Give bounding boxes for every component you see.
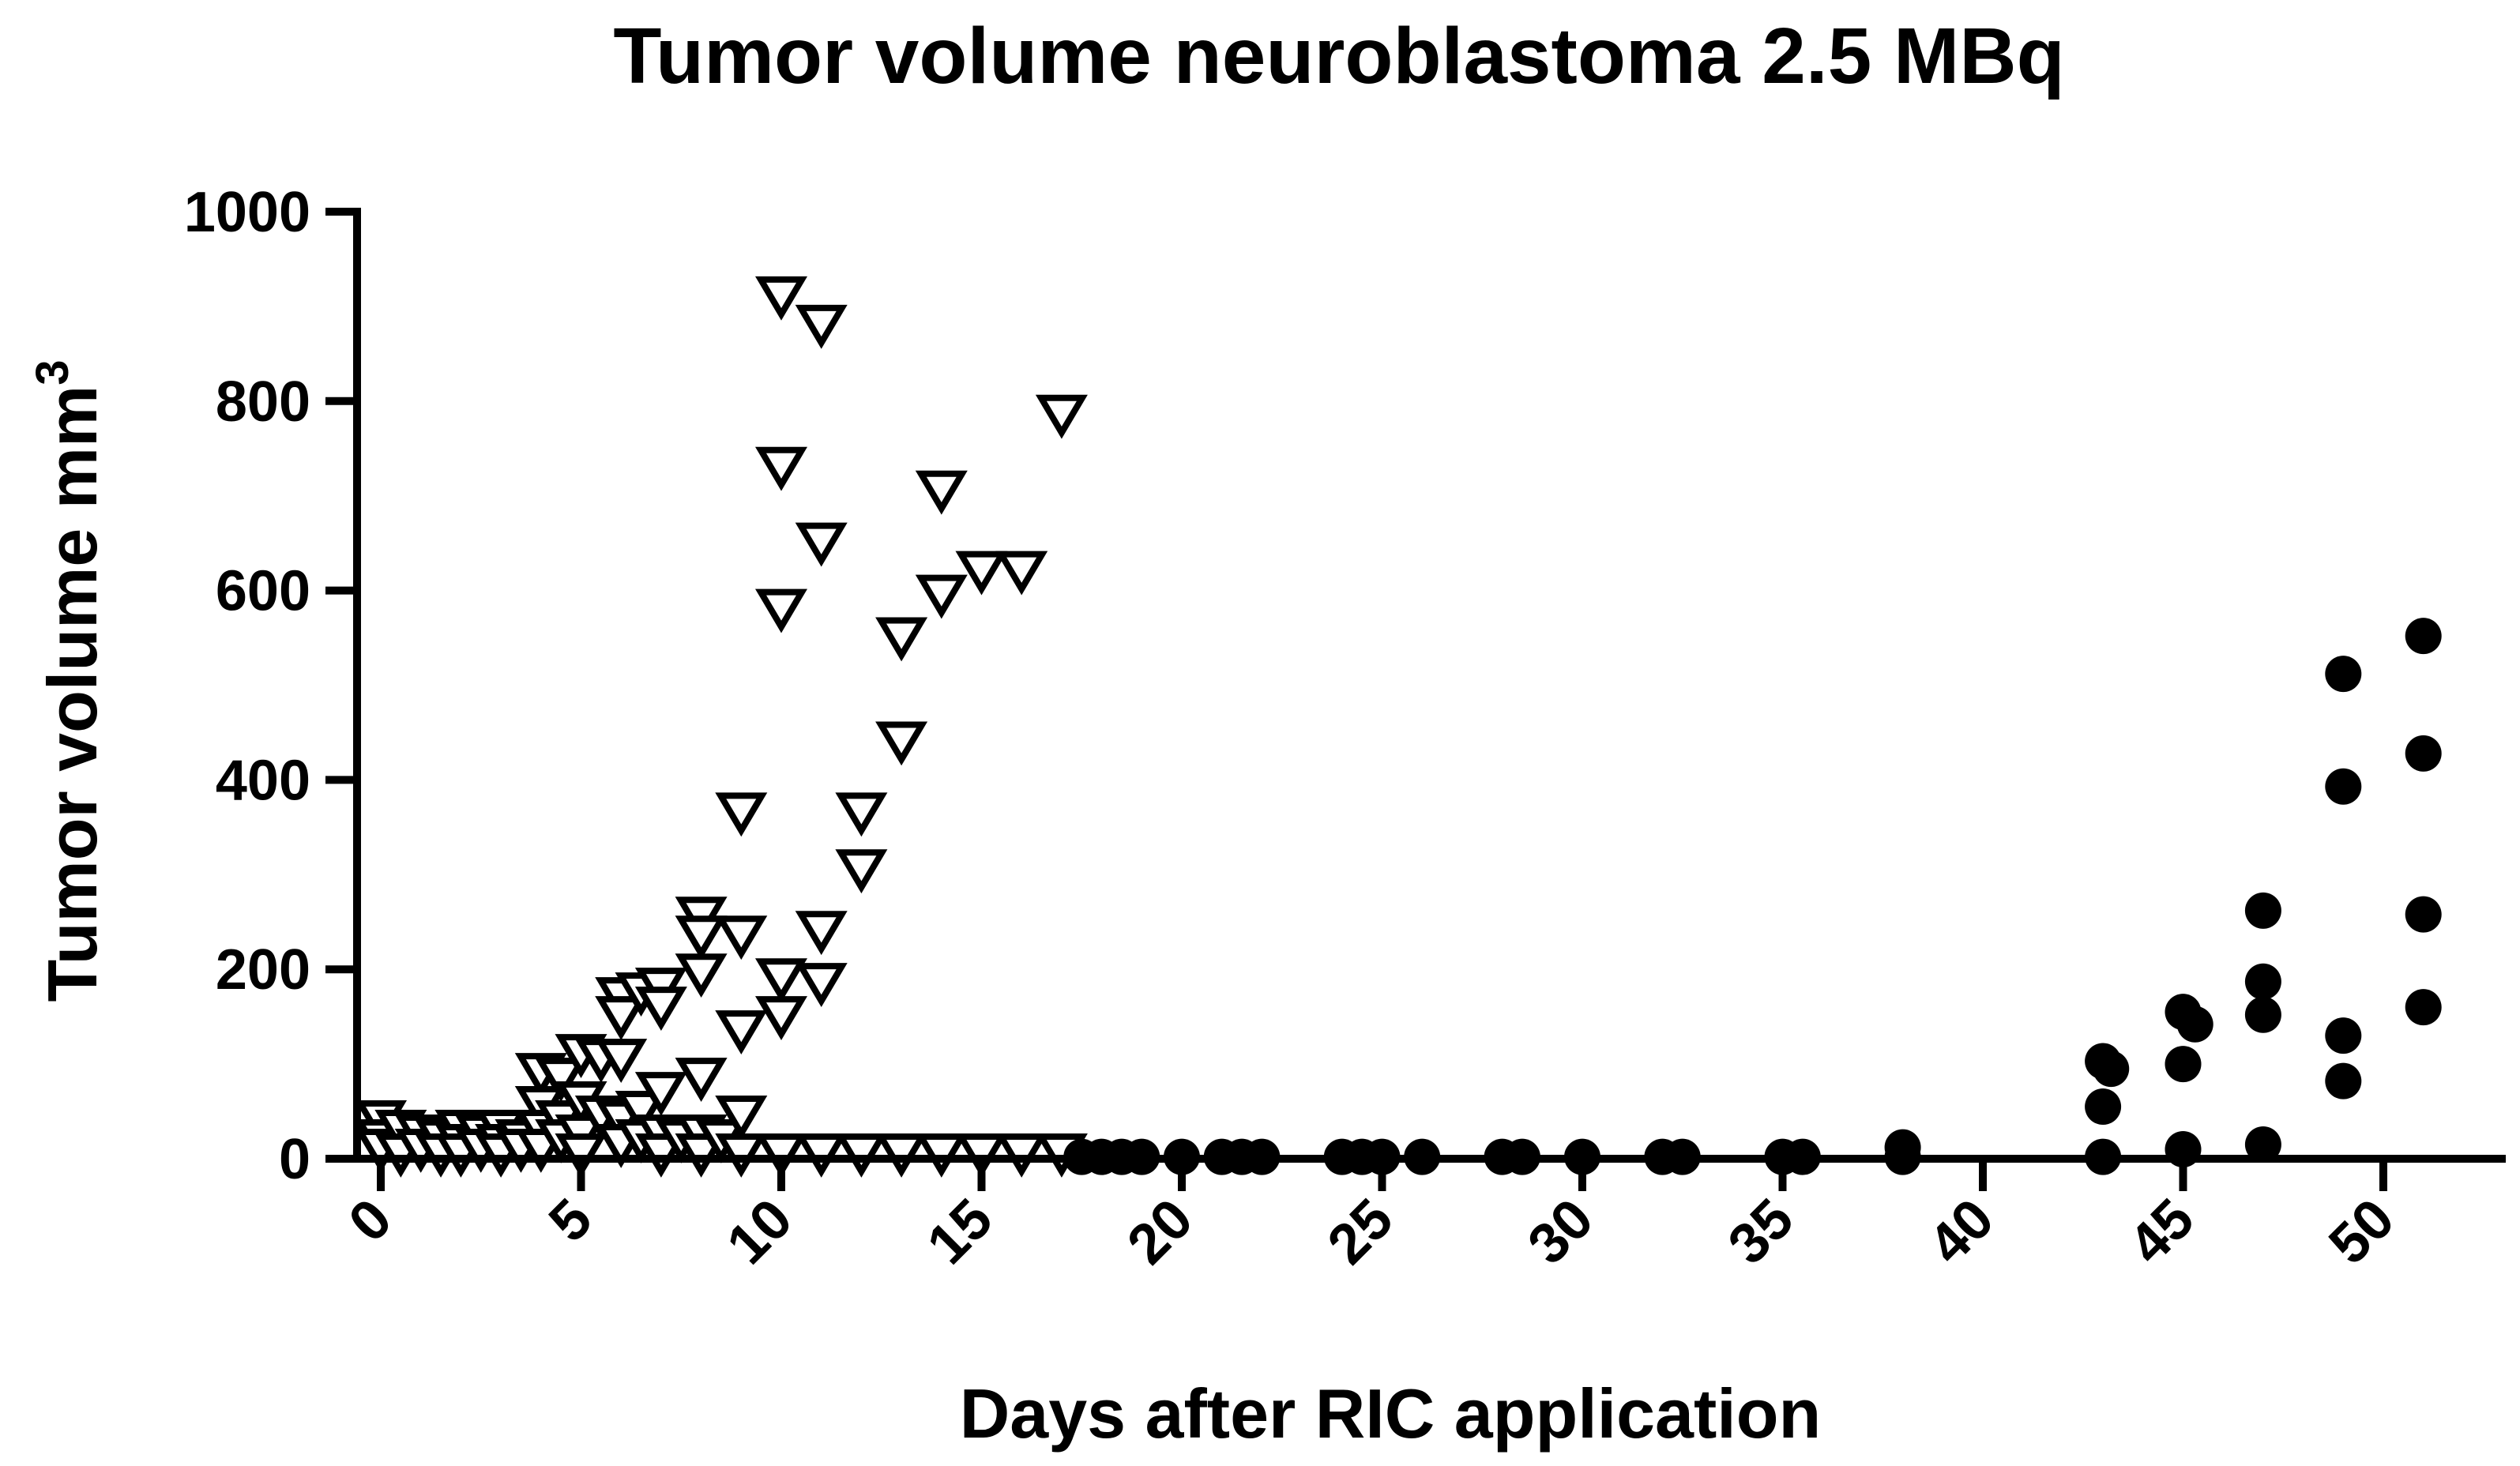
x-tick-label: 15 <box>916 1187 1005 1276</box>
data-point-triangle <box>754 588 808 633</box>
x-axis-ticks: 0 5 10 15 20 25 30 35 40 45 50 <box>337 1159 2406 1276</box>
data-point-circle <box>2325 1062 2362 1100</box>
data-point-triangle <box>715 1010 768 1054</box>
data-point-triangle <box>835 1133 888 1178</box>
data-point-triangle <box>915 1133 968 1178</box>
data-point-circle <box>2093 1051 2130 1088</box>
data-point-circle <box>2405 735 2442 772</box>
data-point-circle <box>2405 618 2442 655</box>
data-point-triangle <box>754 996 808 1041</box>
x-axis-label: Days after RIC application <box>960 1374 1822 1453</box>
data-point-circle <box>2176 1006 2213 1043</box>
data-point-triangle <box>555 1133 607 1178</box>
data-point-triangle <box>615 1091 668 1135</box>
x-tick-label: 50 <box>2317 1187 2406 1276</box>
data-point-triangle <box>715 1096 768 1140</box>
y-axis-label-main: Tumor volume mm <box>33 385 111 1002</box>
data-point-triangle <box>915 470 968 515</box>
data-point-triangle <box>955 551 1008 596</box>
x-tick-label: 45 <box>2117 1187 2206 1276</box>
y-tick-label: 200 <box>216 938 310 1002</box>
data-point-circle <box>2405 896 2442 933</box>
data-point-circle <box>2325 1017 2362 1054</box>
data-point-triangle <box>795 963 848 1008</box>
data-point-triangle <box>955 1133 1008 1178</box>
x-tick-label: 0 <box>337 1187 404 1254</box>
data-point-triangle <box>754 446 808 491</box>
data-point-triangle <box>675 953 728 998</box>
x-tick-label: 20 <box>1115 1187 1205 1276</box>
data-point-circle <box>2325 656 2362 693</box>
data-point-triangle <box>1035 394 1088 439</box>
x-tick-label: 5 <box>537 1187 604 1254</box>
data-point-triangle <box>875 617 928 662</box>
data-point-triangle <box>995 1133 1048 1178</box>
y-axis-label-superscript: 3 <box>27 360 78 385</box>
data-point-triangle <box>795 1133 848 1178</box>
data-point-circle <box>2405 989 2442 1026</box>
chart-title: Tumor volume neuroblastoma 2.5 MBq <box>613 12 2064 100</box>
data-point-triangle <box>715 915 768 960</box>
y-tick-label: 0 <box>279 1128 310 1191</box>
data-point-circle <box>2085 1088 2122 1126</box>
x-tick-label: 40 <box>1916 1187 2006 1276</box>
y-tick-label: 600 <box>216 560 310 623</box>
data-point-triangle <box>795 304 848 349</box>
data-point-triangle <box>795 911 848 956</box>
y-axis-ticks: 0 200 400 600 800 1000 <box>184 181 357 1191</box>
data-point-circle <box>2244 963 2281 1000</box>
data-point-triangle <box>595 996 648 1041</box>
data-point-triangle <box>835 849 888 894</box>
data-point-circle <box>2244 892 2281 929</box>
data-point-triangle <box>754 958 808 1003</box>
data-point-triangle <box>875 721 928 766</box>
data-point-triangle <box>754 276 808 321</box>
y-tick-label: 1000 <box>184 181 310 244</box>
data-point-triangle <box>675 1058 728 1102</box>
data-point-triangle <box>915 574 968 619</box>
data-point-triangle <box>875 1133 928 1178</box>
data-point-circle <box>2325 768 2362 805</box>
series-layer <box>354 276 2442 1178</box>
x-tick-label: 10 <box>715 1187 804 1276</box>
data-point-circle <box>2244 1126 2281 1163</box>
data-point-triangle <box>634 987 687 1032</box>
x-tick-label: 35 <box>1717 1187 1806 1276</box>
data-point-triangle <box>634 1072 687 1116</box>
data-point-triangle <box>795 522 848 567</box>
x-tick-label: 25 <box>1316 1187 1405 1276</box>
y-axis-label: Tumor volume mm3 <box>27 360 111 1002</box>
y-tick-label: 800 <box>216 370 310 434</box>
data-point-triangle <box>995 551 1048 596</box>
data-point-triangle <box>715 792 768 837</box>
data-point-triangle <box>675 915 728 960</box>
data-point-triangle <box>535 1058 588 1102</box>
data-point-circle <box>2165 1046 2202 1083</box>
data-point-triangle <box>754 1133 808 1178</box>
data-point-circle <box>2244 996 2281 1033</box>
x-tick-label: 30 <box>1516 1187 1605 1276</box>
data-point-triangle <box>715 1133 768 1178</box>
data-point-triangle <box>595 1039 648 1083</box>
data-point-triangle <box>835 792 888 837</box>
y-tick-label: 400 <box>216 749 310 812</box>
